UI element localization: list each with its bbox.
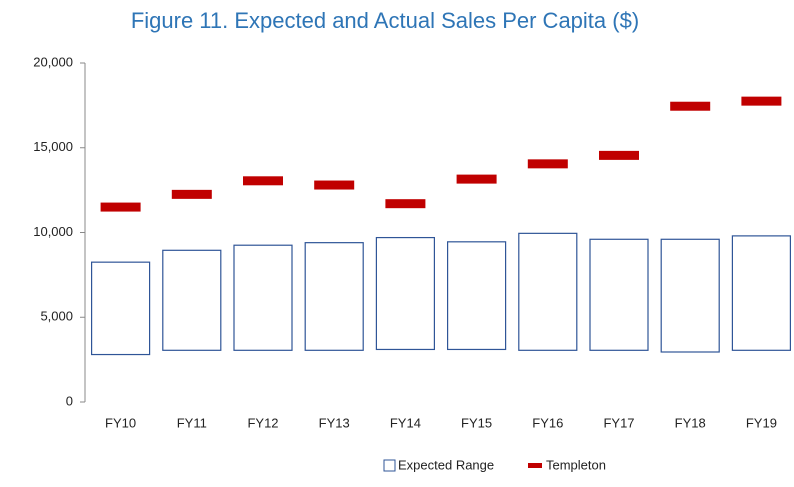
- x-tick-label: FY12: [247, 415, 278, 430]
- range-bar: [731, 235, 792, 351]
- y-tick-label: 20,000: [33, 54, 73, 69]
- marker: [314, 180, 355, 190]
- range-bar: [233, 244, 293, 351]
- legend-swatch: [528, 463, 542, 468]
- chart-title: Figure 11. Expected and Actual Sales Per…: [131, 8, 639, 33]
- range-bar: [660, 238, 720, 353]
- range-bar: [162, 249, 222, 351]
- x-tick-label: FY11: [177, 415, 207, 430]
- legend-label: Templeton: [546, 457, 606, 472]
- range-bar: [447, 241, 507, 351]
- y-tick-label: 5,000: [40, 309, 73, 324]
- marker: [243, 176, 283, 186]
- range-bar: [589, 238, 649, 351]
- x-tick-label: FY15: [461, 415, 492, 430]
- x-tick-label: FY14: [390, 415, 421, 430]
- range-bar: [518, 232, 578, 351]
- marker: [100, 202, 141, 212]
- y-tick-label: 0: [66, 393, 73, 408]
- marker: [385, 199, 426, 209]
- legend-label: Expected Range: [398, 457, 494, 472]
- y-tick-label: 10,000: [33, 224, 73, 239]
- marker: [670, 101, 711, 111]
- marker: [456, 174, 497, 184]
- x-tick-label: FY18: [675, 415, 706, 430]
- marker: [527, 159, 568, 169]
- range-bar: [375, 236, 435, 351]
- x-tick-label: FY13: [319, 415, 350, 430]
- legend-swatch: [383, 459, 396, 472]
- y-tick-label: 15,000: [33, 139, 73, 154]
- x-tick-label: FY16: [532, 415, 563, 430]
- range-bar: [304, 242, 364, 351]
- marker: [741, 96, 782, 106]
- x-tick-label: FY17: [603, 415, 634, 430]
- marker: [171, 189, 212, 199]
- x-tick-label: FY10: [105, 415, 136, 430]
- x-tick-label: FY19: [746, 415, 777, 430]
- marker: [599, 150, 639, 160]
- range-bar: [90, 261, 151, 356]
